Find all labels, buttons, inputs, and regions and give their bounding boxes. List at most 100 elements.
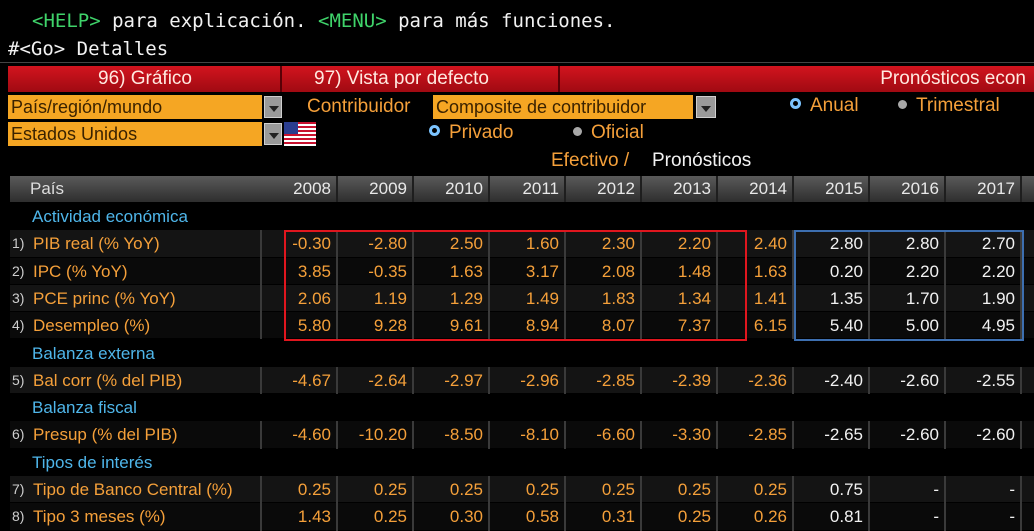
- value-cell: 9.61: [414, 312, 490, 340]
- toolbar-button[interactable]: 96) Gráfico: [10, 66, 282, 92]
- value-cell: -2.55: [946, 366, 1022, 395]
- value-cell: -2.60: [870, 366, 946, 395]
- radio-label: Anual: [810, 95, 859, 116]
- value-cell: 0.25: [490, 476, 566, 504]
- row-number: 7): [12, 481, 25, 497]
- dropdown-arrow[interactable]: [264, 96, 282, 118]
- row-label[interactable]: Tipo 3 meses (%): [33, 507, 166, 527]
- radio-dot: [898, 100, 907, 109]
- year-header: 2014: [718, 176, 794, 202]
- value-cell: 0.75: [794, 476, 870, 504]
- row-label[interactable]: Desempleo (%): [33, 316, 151, 336]
- table-row: [10, 476, 1034, 503]
- value-cell: 1.63: [718, 257, 794, 285]
- value-cell: 0.31: [566, 503, 642, 531]
- year-header: 2011: [490, 176, 566, 202]
- radio-option[interactable]: Privado: [429, 121, 513, 145]
- row-number: 3): [12, 289, 25, 306]
- value-cell: 1.49: [490, 284, 566, 313]
- value-cell: 0.25: [566, 476, 642, 504]
- row-label[interactable]: Bal corr (% del PIB): [33, 370, 183, 390]
- menu-key[interactable]: <MENU>: [318, 10, 387, 32]
- value-cell: -2.85: [566, 366, 642, 395]
- value-cell: -0.35: [338, 257, 414, 285]
- value-cell: 1.48: [642, 257, 718, 285]
- row-number: 4): [12, 317, 25, 334]
- menu-text: para más funciones.: [398, 10, 616, 32]
- section-label: Balanza fiscal: [32, 398, 137, 418]
- radio-option[interactable]: Anual: [790, 94, 859, 118]
- value-cell: -3.30: [642, 421, 718, 449]
- value-cell: 0.25: [642, 476, 718, 504]
- row-number: 2): [12, 262, 25, 279]
- row-label[interactable]: IPC (% YoY): [33, 261, 128, 281]
- row-label[interactable]: Presup (% del PIB): [33, 425, 178, 445]
- value-cell: 1.41: [718, 284, 794, 313]
- us-flag: [284, 122, 316, 146]
- row-label[interactable]: PIB real (% YoY): [33, 234, 160, 254]
- table-row: [10, 366, 1034, 394]
- value-cell: 7.37: [642, 312, 718, 340]
- country-select[interactable]: Estados Unidos: [8, 122, 262, 146]
- dropdown-arrow[interactable]: [696, 96, 716, 118]
- value-cell: -8.50: [414, 421, 490, 449]
- value-cell: 2.50: [414, 230, 490, 258]
- value-cell: 1.29: [414, 284, 490, 313]
- table-row: [10, 284, 1034, 312]
- contributor-select[interactable]: Composite de contribuidor: [433, 95, 693, 119]
- value-cell: 0.25: [338, 476, 414, 504]
- radio-option[interactable]: Trimestral: [898, 94, 1000, 118]
- table-row: [10, 230, 1034, 257]
- value-cell: 5.00: [870, 312, 946, 340]
- value-cell: 2.80: [870, 230, 946, 258]
- value-cell: -2.64: [338, 366, 414, 395]
- value-cell: 2.20: [870, 257, 946, 285]
- row-number: 6): [12, 426, 25, 443]
- year-header: 2017: [946, 176, 1022, 202]
- value-cell: 1.70: [870, 284, 946, 313]
- value-cell: -0.30: [262, 230, 338, 258]
- row-label[interactable]: PCE princ (% YoY): [33, 288, 176, 308]
- table-row: [10, 257, 1034, 284]
- help-key[interactable]: <HELP>: [32, 10, 101, 32]
- year-header: 2015: [794, 176, 870, 202]
- value-cell: -2.80: [338, 230, 414, 258]
- table-row: [10, 312, 1034, 339]
- radio-label: Trimestral: [916, 95, 1000, 116]
- command-line[interactable]: #<Go> Detalles: [8, 38, 169, 60]
- table-header: [10, 176, 1034, 202]
- year-header: 2009: [338, 176, 414, 202]
- highlight-forecast: [794, 230, 1024, 342]
- table-row: [10, 421, 1034, 448]
- radio-dot: [429, 125, 440, 136]
- year-header: 2008: [262, 176, 338, 202]
- radio-label: Privado: [449, 122, 514, 143]
- label-separator: [260, 421, 262, 449]
- row-number: 1): [12, 235, 25, 252]
- row-label[interactable]: Tipo de Banco Central (%): [33, 480, 233, 499]
- dropdown-arrow[interactable]: [264, 123, 282, 145]
- value-cell: 6.15: [718, 312, 794, 340]
- contributor-label: Contribuidor: [307, 96, 411, 117]
- region-select[interactable]: País/región/mundo: [8, 95, 262, 119]
- label-separator: [260, 476, 262, 504]
- value-cell: 0.20: [794, 257, 870, 285]
- row-number: 5): [12, 371, 25, 388]
- value-cell: 9.28: [338, 312, 414, 340]
- value-cell: 8.07: [566, 312, 642, 340]
- toolbar-button[interactable]: 97) Vista por defecto: [284, 66, 560, 92]
- value-cell: 2.70: [946, 230, 1022, 258]
- radio-option[interactable]: Oficial: [573, 121, 644, 145]
- value-cell: 2.80: [794, 230, 870, 258]
- legend-forecast: Pronósticos: [652, 150, 752, 171]
- label-separator: [260, 230, 262, 258]
- value-cell: 5.40: [794, 312, 870, 340]
- row-number: 8): [12, 508, 25, 525]
- value-cell: -: [946, 503, 1022, 531]
- value-cell: 1.43: [262, 503, 338, 531]
- value-cell: -4.67: [262, 366, 338, 395]
- label-separator: [260, 312, 262, 340]
- year-header: 2013: [642, 176, 718, 202]
